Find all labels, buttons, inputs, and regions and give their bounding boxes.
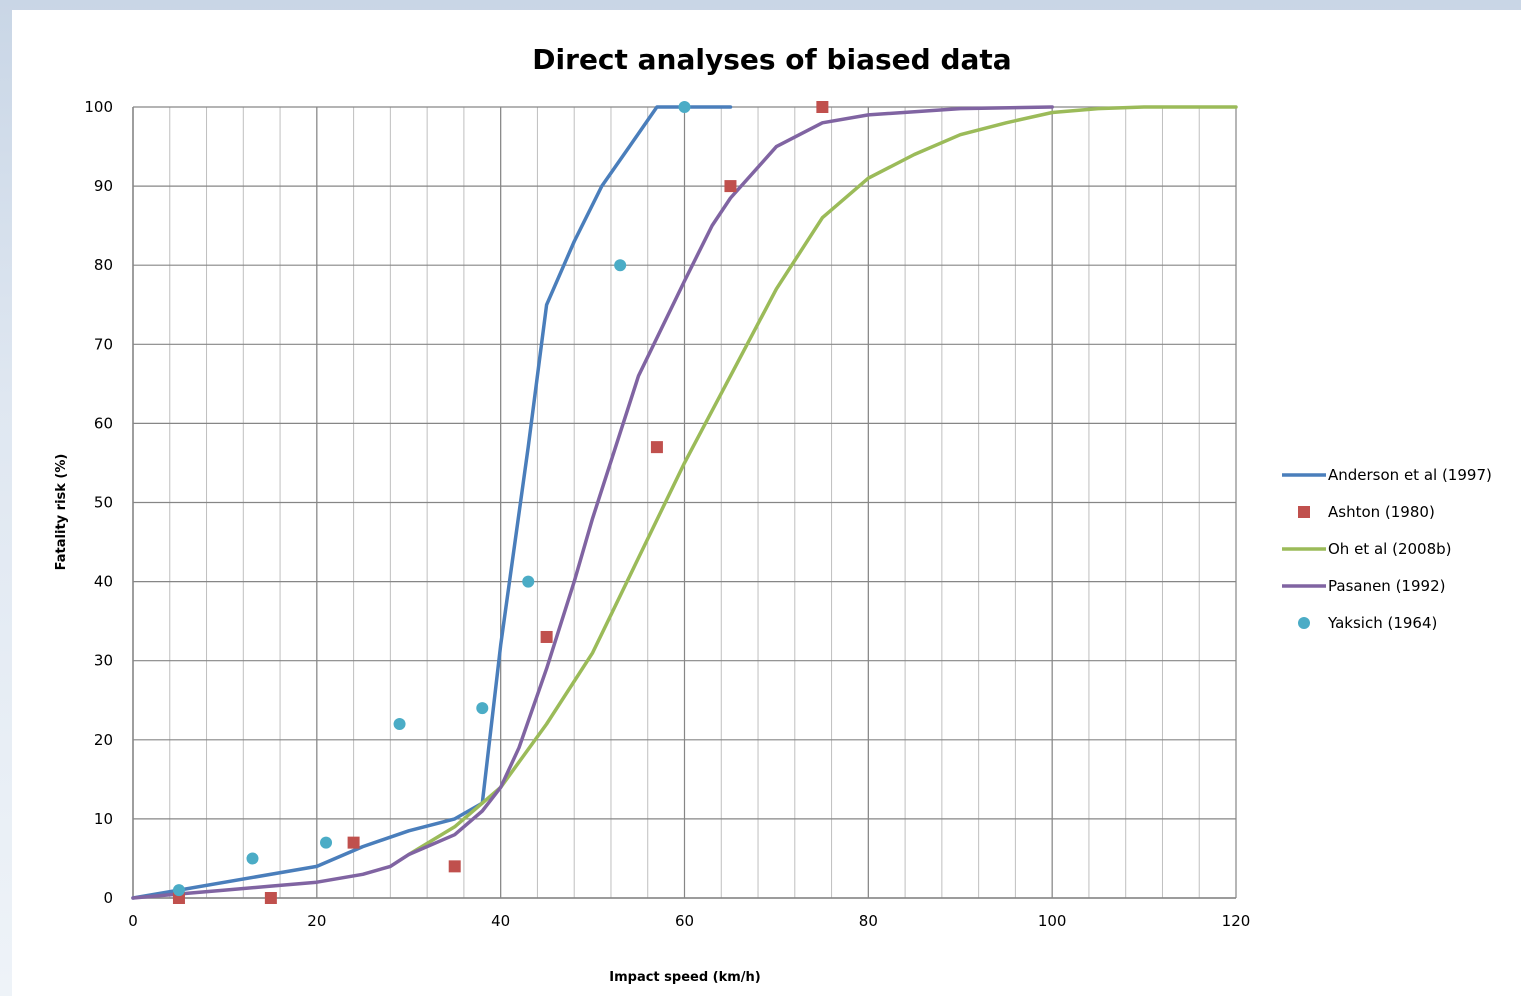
legend-label: Pasanen (1992) [1328,577,1445,595]
legend-label: Oh et al (2008b) [1328,540,1452,558]
x-tick-label: 60 [675,912,694,930]
series-layer [131,101,1238,904]
y-tick-label: 100 [84,98,113,116]
y-tick-label: 70 [94,335,113,353]
data-point [522,575,535,588]
legend-swatch-square [1298,506,1310,518]
series-line [131,105,733,900]
chart-svg: 0 20 40 60 80 100 120 0 10 20 30 40 50 60 70 80 90 100 Di… [54,43,1492,985]
x-tick-label: 20 [307,912,326,930]
chart-title: Direct analyses of biased data [532,43,1011,76]
data-point [614,259,627,272]
x-tick-label: 120 [1222,912,1251,930]
series-line [407,105,1238,857]
x-tick-label: 0 [128,912,138,930]
data-point [246,852,259,865]
legend: Anderson et al (1997) Ashton (1980) Oh et … [1282,466,1492,632]
ticks-layer: 0 20 40 60 80 100 120 0 10 20 30 40 50 60 70 80 90 100 [84,98,1250,930]
y-tick-label: 60 [94,414,113,432]
y-tick-label: 80 [94,256,113,274]
legend-label: Anderson et al (1997) [1328,466,1492,484]
data-point [172,884,185,897]
y-tick-label: 30 [94,652,113,670]
data-point [448,860,461,873]
data-point [476,702,489,715]
data-point [320,836,333,849]
legend-swatch-circle [1298,617,1310,629]
y-axis-title: Fatality risk (%) [54,454,69,571]
data-point [678,101,691,113]
y-tick-label: 0 [103,889,113,907]
x-tick-label: 100 [1038,912,1067,930]
y-tick-label: 20 [94,731,113,749]
data-point [393,717,406,730]
x-tick-label: 40 [491,912,510,930]
legend-label: Ashton (1980) [1328,503,1435,521]
data-point [540,630,553,643]
y-tick-label: 10 [94,810,113,828]
chart-frame: 0 20 40 60 80 100 120 0 10 20 30 40 50 60 70 80 90 100 Di… [12,10,1521,996]
data-point [264,892,277,904]
series-line [131,105,1054,900]
data-point [650,441,663,454]
x-axis-title: Impact speed (km/h) [609,970,761,985]
grid-major [132,106,1237,899]
y-tick-label: 90 [94,177,113,195]
legend-label: Yaksich (1964) [1327,614,1437,632]
data-point [724,180,737,193]
data-point [816,101,829,113]
y-tick-label: 40 [94,573,113,591]
y-tick-label: 50 [94,494,113,512]
data-point [347,836,360,849]
x-tick-label: 80 [859,912,878,930]
